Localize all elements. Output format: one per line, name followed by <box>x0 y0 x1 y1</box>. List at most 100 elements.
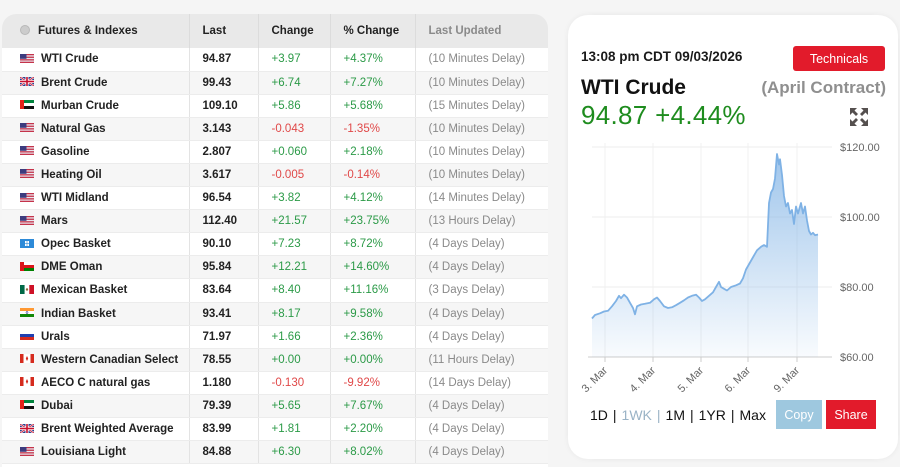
last-updated-cell: (14 Days Delay) <box>415 371 548 395</box>
change-cell: -0.043 <box>258 117 331 141</box>
table-row[interactable]: AECO C natural gas 1.180 -0.130 -9.92% (… <box>2 371 548 395</box>
instrument-name[interactable]: Indian Basket <box>41 307 116 320</box>
instrument-name-cell[interactable]: Brent Weighted Average <box>2 417 190 442</box>
table-header-row: Futures & Indexes Last Change % Change L… <box>2 14 548 48</box>
range-option-1wk[interactable]: 1WK <box>621 407 652 423</box>
instrument-name-cell[interactable]: DME Oman <box>2 255 190 280</box>
instrument-name[interactable]: AECO C natural gas <box>41 376 151 389</box>
instrument-name-cell[interactable]: WTI Midland <box>2 186 190 211</box>
table-row[interactable]: Heating Oil 3.617 -0.005 -0.14% (10 Minu… <box>2 163 548 188</box>
table-row[interactable]: Opec Basket 90.10 +7.23 +8.72% (4 Days D… <box>2 232 548 257</box>
instrument-name[interactable]: Louisiana Light <box>41 446 126 459</box>
table-row[interactable]: Murban Crude 109.10 +5.86 +5.68% (15 Min… <box>2 94 548 118</box>
table-row[interactable]: Urals 71.97 +1.66 +2.36% (4 Days Delay) <box>2 325 548 349</box>
instrument-name[interactable]: Murban Crude <box>41 99 119 112</box>
instrument-name-cell[interactable]: Natural Gas <box>2 117 190 141</box>
range-option-1yr[interactable]: 1YR <box>698 407 726 423</box>
chart-panel: 13:08 pm CDT 09/03/2026 Technicals WTI C… <box>568 15 898 459</box>
price-area-fill <box>592 154 818 357</box>
copy-button[interactable]: Copy <box>776 400 822 429</box>
instrument-name[interactable]: Urals <box>41 330 70 343</box>
instrument-name-cell[interactable]: Gasoline <box>2 140 190 164</box>
y-tick-label: $60.00 <box>840 352 874 364</box>
instrument-name[interactable]: Mars <box>41 215 68 228</box>
instrument-name[interactable]: Dubai <box>41 399 73 412</box>
instrument-name[interactable]: WTI Crude <box>41 53 99 66</box>
instrument-name[interactable]: Heating Oil <box>41 169 102 182</box>
column-header-last-updated[interactable]: Last Updated <box>428 25 502 37</box>
column-header-change[interactable]: Change <box>258 14 331 48</box>
last-price-cell: 79.39 <box>189 394 259 419</box>
table-body: WTI Crude 94.87 +3.97 +4.37% (10 Minutes… <box>2 48 548 465</box>
table-row[interactable]: Gasoline 2.807 +0.060 +2.18% (10 Minutes… <box>2 140 548 164</box>
instrument-name-cell[interactable]: Murban Crude <box>2 94 190 118</box>
y-tick-label: $80.00 <box>840 282 874 294</box>
instrument-name-cell[interactable]: Indian Basket <box>2 302 190 326</box>
range-option-1m[interactable]: 1M <box>665 407 685 423</box>
pct-change-cell: +2.18% <box>330 140 416 164</box>
instrument-name-cell[interactable]: Mars <box>2 209 190 234</box>
flag-us-icon <box>20 192 34 202</box>
x-tick-label: 3. Mar <box>580 364 611 395</box>
table-row[interactable]: Mars 112.40 +21.57 +23.75% (13 Hours Del… <box>2 209 548 234</box>
instrument-name[interactable]: Brent Crude <box>41 76 108 89</box>
flag-ru-icon <box>20 331 34 341</box>
x-tick-label: 6. Mar <box>723 364 754 395</box>
price-chart[interactable]: $60.00 $80.00 $100.00 $120.00 3. Mar 4. Mar 5.… <box>568 15 898 395</box>
table-row[interactable]: Louisiana Light 84.88 +6.30 +8.02% (4 Da… <box>2 440 548 465</box>
x-tick-label: 4. Mar <box>628 364 659 395</box>
flag-mx-icon <box>20 284 34 294</box>
instrument-name-cell[interactable]: WTI Crude <box>2 48 190 72</box>
flag-ca-icon <box>20 354 34 364</box>
table-row[interactable]: Indian Basket 93.41 +8.17 +9.58% (4 Days… <box>2 302 548 326</box>
change-cell: +7.23 <box>258 232 331 257</box>
expand-icon[interactable] <box>849 107 869 127</box>
instrument-name[interactable]: Natural Gas <box>41 122 106 135</box>
instrument-name[interactable]: WTI Midland <box>41 192 109 205</box>
instrument-name-cell[interactable]: AECO C natural gas <box>2 371 190 395</box>
flag-ae-icon <box>20 400 34 410</box>
change-cell: +1.66 <box>258 325 331 349</box>
share-button[interactable]: Share <box>826 400 876 429</box>
table-row[interactable]: Mexican Basket 83.64 +8.40 +11.16% (3 Da… <box>2 278 548 303</box>
table-row[interactable]: WTI Midland 96.54 +3.82 +4.12% (14 Minut… <box>2 186 548 211</box>
technicals-button[interactable]: Technicals <box>793 46 885 71</box>
instrument-name-cell[interactable]: Urals <box>2 325 190 349</box>
instrument-name[interactable]: Opec Basket <box>41 238 111 251</box>
instrument-name-cell[interactable]: Louisiana Light <box>2 440 190 465</box>
range-option-max[interactable]: Max <box>739 407 766 423</box>
instrument-name-cell[interactable]: Mexican Basket <box>2 278 190 303</box>
instrument-name-cell[interactable]: Brent Crude <box>2 71 190 95</box>
x-tick-label: 9. Mar <box>772 364 803 395</box>
instrument-name[interactable]: DME Oman <box>41 261 103 274</box>
table-row[interactable]: DME Oman 95.84 +12.21 +14.60% (4 Days De… <box>2 255 548 280</box>
last-price-cell: 83.64 <box>189 278 259 303</box>
column-header-last[interactable]: Last <box>189 14 259 48</box>
instrument-name-cell[interactable]: Heating Oil <box>2 163 190 188</box>
table-row[interactable]: Brent Weighted Average 83.99 +1.81 +2.20… <box>2 417 548 442</box>
last-updated-cell: (15 Minutes Delay) <box>415 94 548 118</box>
last-price-cell: 78.55 <box>189 348 259 372</box>
column-header-name[interactable]: Futures & Indexes <box>2 14 190 48</box>
change-cell: +6.74 <box>258 71 331 95</box>
table-row[interactable]: Western Canadian Select 78.55 +0.00 +0.0… <box>2 348 548 372</box>
range-separator: | <box>612 407 617 423</box>
instrument-name[interactable]: Mexican Basket <box>41 284 128 297</box>
instrument-name-cell[interactable]: Opec Basket <box>2 232 190 257</box>
flag-us-icon <box>20 169 34 179</box>
instrument-name[interactable]: Western Canadian Select <box>41 353 179 366</box>
column-header-pct-change[interactable]: % Change <box>330 14 416 48</box>
range-option-1d[interactable]: 1D <box>590 407 608 423</box>
instrument-name[interactable]: Gasoline <box>41 145 90 158</box>
instrument-name-cell[interactable]: Dubai <box>2 394 190 419</box>
instrument-name-cell[interactable]: Western Canadian Select <box>2 348 190 372</box>
last-price-cell: 96.54 <box>189 186 259 211</box>
last-updated-cell: (10 Minutes Delay) <box>415 163 548 188</box>
table-row[interactable]: Natural Gas 3.143 -0.043 -1.35% (10 Minu… <box>2 117 548 141</box>
table-row[interactable]: WTI Crude 94.87 +3.97 +4.37% (10 Minutes… <box>2 48 548 72</box>
change-cell: +12.21 <box>258 255 331 280</box>
table-row[interactable]: Dubai 79.39 +5.65 +7.67% (4 Days Delay) <box>2 394 548 419</box>
table-row[interactable]: Brent Crude 99.43 +6.74 +7.27% (10 Minut… <box>2 71 548 95</box>
instrument-name[interactable]: Brent Weighted Average <box>41 423 174 436</box>
